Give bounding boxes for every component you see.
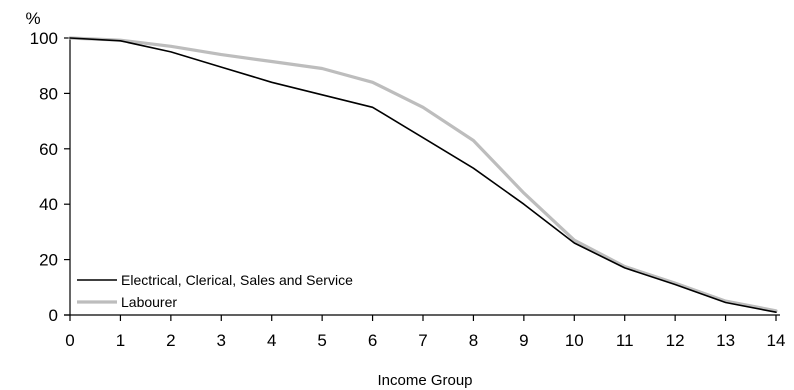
series-lines bbox=[68, 36, 778, 314]
legend-label-1: Electrical, Clerical, Sales and Service bbox=[121, 272, 353, 288]
x-tick-label: 8 bbox=[469, 331, 478, 350]
x-tick-label: 5 bbox=[317, 331, 326, 350]
x-tick-label: 10 bbox=[565, 331, 584, 350]
series-line-2 bbox=[68, 36, 778, 313]
legend: Electrical, Clerical, Sales and Service L… bbox=[77, 272, 353, 310]
x-tick-label: 11 bbox=[616, 331, 634, 350]
x-axis-title: Income Group bbox=[377, 372, 472, 389]
x-tick-label: 2 bbox=[166, 331, 175, 350]
x-tick-label: 7 bbox=[418, 331, 427, 350]
y-tick-label: 80 bbox=[39, 84, 58, 103]
x-tick-label: 14 bbox=[767, 331, 786, 350]
series-line-1 bbox=[69, 37, 777, 314]
x-tick-label: 4 bbox=[267, 331, 276, 350]
y-tick-label: 0 bbox=[49, 306, 58, 325]
x-tick-label: 3 bbox=[217, 331, 226, 350]
y-tick-label: 60 bbox=[39, 140, 58, 159]
y-tick-label: 20 bbox=[39, 251, 58, 270]
y-tick-label: 40 bbox=[39, 195, 58, 214]
x-tick-label: 13 bbox=[716, 331, 735, 350]
legend-label-2: Labourer bbox=[121, 294, 177, 310]
y-tick-label: 100 bbox=[30, 29, 58, 48]
x-tick-label: 6 bbox=[368, 331, 377, 350]
x-tick-label: 1 bbox=[116, 331, 125, 350]
y-axis-unit-label: % bbox=[25, 9, 40, 28]
x-tick-label: 0 bbox=[65, 331, 74, 350]
x-tick-label: 12 bbox=[666, 331, 685, 350]
x-tick-label: 9 bbox=[519, 331, 528, 350]
